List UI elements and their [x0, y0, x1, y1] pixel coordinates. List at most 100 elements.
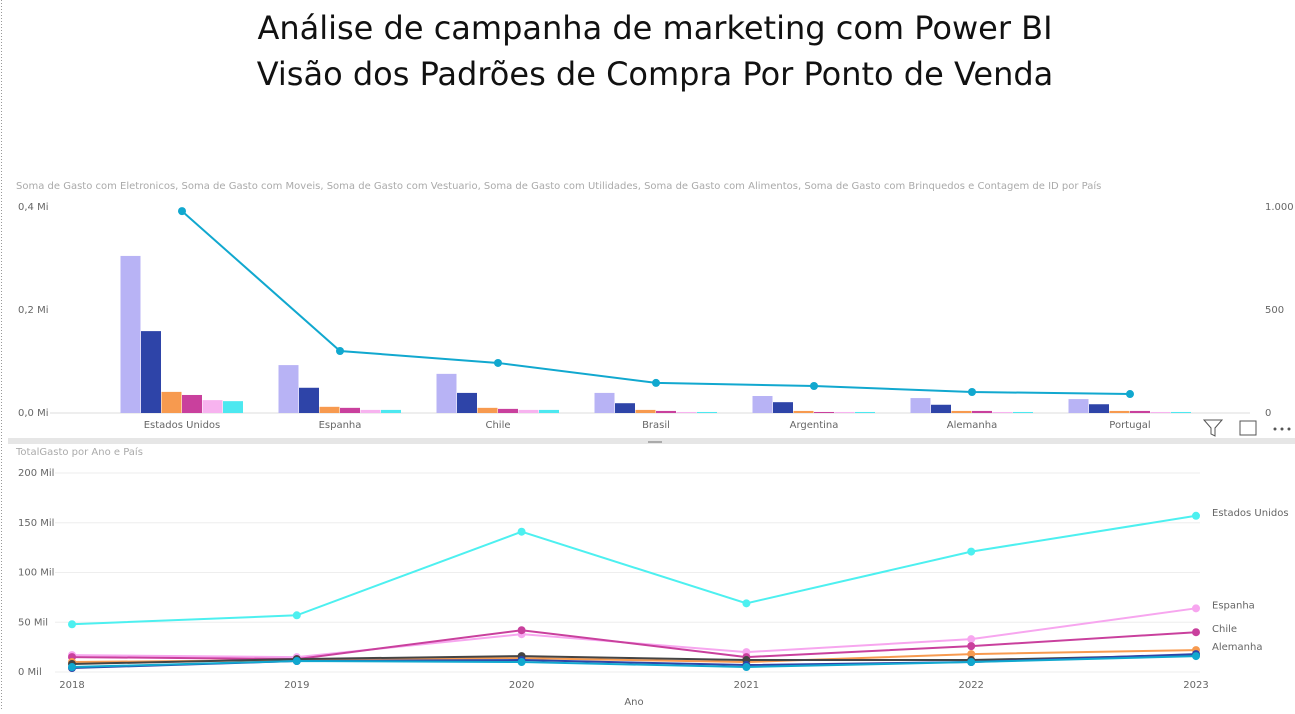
y-tick-label: 50 Mil [18, 617, 48, 628]
marker [1126, 390, 1134, 399]
marker [68, 663, 76, 672]
series-end-label: Estados Unidos [1212, 508, 1289, 519]
bar [223, 401, 243, 413]
marker [967, 547, 976, 556]
line [71, 514, 1197, 626]
bar [1130, 410, 1150, 413]
bar [793, 410, 814, 413]
x-tick-label: Portugal [1109, 420, 1150, 431]
line [71, 655, 1197, 669]
x-axis-label: Ano [624, 697, 643, 708]
bar [910, 398, 931, 413]
marker [494, 358, 502, 367]
bar [676, 411, 697, 413]
bar [1068, 399, 1089, 413]
bar [931, 404, 951, 413]
bar [436, 373, 457, 413]
marker [967, 650, 976, 659]
marker [1192, 652, 1200, 661]
marker [336, 346, 344, 355]
marker [652, 378, 660, 387]
x-tick-label: 2018 [59, 680, 84, 691]
bar [855, 411, 875, 413]
bar [972, 410, 992, 413]
bar [477, 407, 498, 413]
bar [697, 411, 717, 413]
y-tick-label: 0 Mil [18, 667, 42, 678]
series-end-label: Chile [1212, 624, 1237, 635]
bar [299, 387, 319, 413]
bar [141, 331, 161, 413]
filter-icon[interactable] [1202, 419, 1224, 437]
y-tick-label: 0,4 Mi [18, 202, 49, 213]
x-tick-label: 2021 [734, 680, 759, 691]
x-tick-label: 2023 [1183, 680, 1208, 691]
series-end-label: Alemanha [1212, 642, 1262, 653]
y-tick-label: 200 Mil [18, 468, 54, 479]
bar [752, 396, 773, 413]
bar [360, 409, 381, 413]
y2-tick-label: 1.000 [1265, 202, 1294, 213]
x-tick-label: Alemanha [947, 420, 997, 431]
title-line: Visão dos Padrões de Compra Por Ponto de… [257, 55, 1054, 93]
y2-tick-label: 500 [1265, 305, 1284, 316]
marker [1192, 511, 1200, 520]
bar [202, 400, 223, 413]
bar [278, 365, 299, 413]
visual-header [1202, 419, 1291, 437]
marker [742, 663, 751, 672]
x-tick-label: Estados Unidos [144, 420, 221, 431]
bar [814, 411, 834, 413]
bar [319, 406, 340, 413]
bar [615, 403, 635, 413]
y-tick-label: 150 Mil [18, 518, 54, 529]
bar [656, 410, 676, 413]
bar [773, 402, 793, 413]
x-tick-label: Brasil [642, 420, 670, 431]
marker [1192, 628, 1200, 637]
bar [951, 410, 972, 413]
marker [517, 527, 526, 536]
bar [834, 411, 855, 413]
marker [742, 599, 751, 608]
bar [161, 391, 182, 413]
marker [292, 657, 301, 666]
marker [517, 626, 526, 635]
marker [967, 642, 976, 651]
marker [967, 635, 976, 644]
focus-icon[interactable] [1239, 420, 1257, 436]
marker [68, 620, 76, 629]
y2-tick-label: 0 [1265, 408, 1271, 419]
bar [992, 411, 1013, 413]
marker [967, 658, 976, 667]
bar [381, 409, 401, 413]
marker [810, 382, 818, 391]
series-end-label: Espanha [1212, 600, 1255, 611]
x-tick-label: Chile [485, 420, 510, 431]
marker [292, 611, 301, 620]
x-tick-label: Espanha [319, 420, 362, 431]
marker [968, 387, 976, 396]
y-tick-label: 100 Mil [18, 568, 54, 579]
bar [635, 409, 656, 413]
resize-handle[interactable] [648, 441, 662, 443]
bar [120, 255, 141, 413]
line [71, 654, 1197, 666]
line [71, 629, 1197, 661]
x-tick-label: 2020 [509, 680, 534, 691]
bar [498, 408, 518, 413]
bar [182, 394, 202, 413]
y-tick-label: 0,0 Mi [18, 408, 49, 419]
chart-title: Soma de Gasto com Eletronicos, Soma de G… [16, 180, 1101, 192]
bar [518, 409, 539, 413]
bar [1171, 411, 1191, 413]
bar [539, 409, 559, 413]
more-options[interactable] [1273, 427, 1291, 431]
y-tick-label: 0,2 Mi [18, 305, 49, 316]
bar [1089, 404, 1109, 413]
bar [594, 392, 615, 413]
title-line: Análise de campanha de marketing com Pow… [257, 9, 1052, 47]
bar [1150, 411, 1171, 413]
